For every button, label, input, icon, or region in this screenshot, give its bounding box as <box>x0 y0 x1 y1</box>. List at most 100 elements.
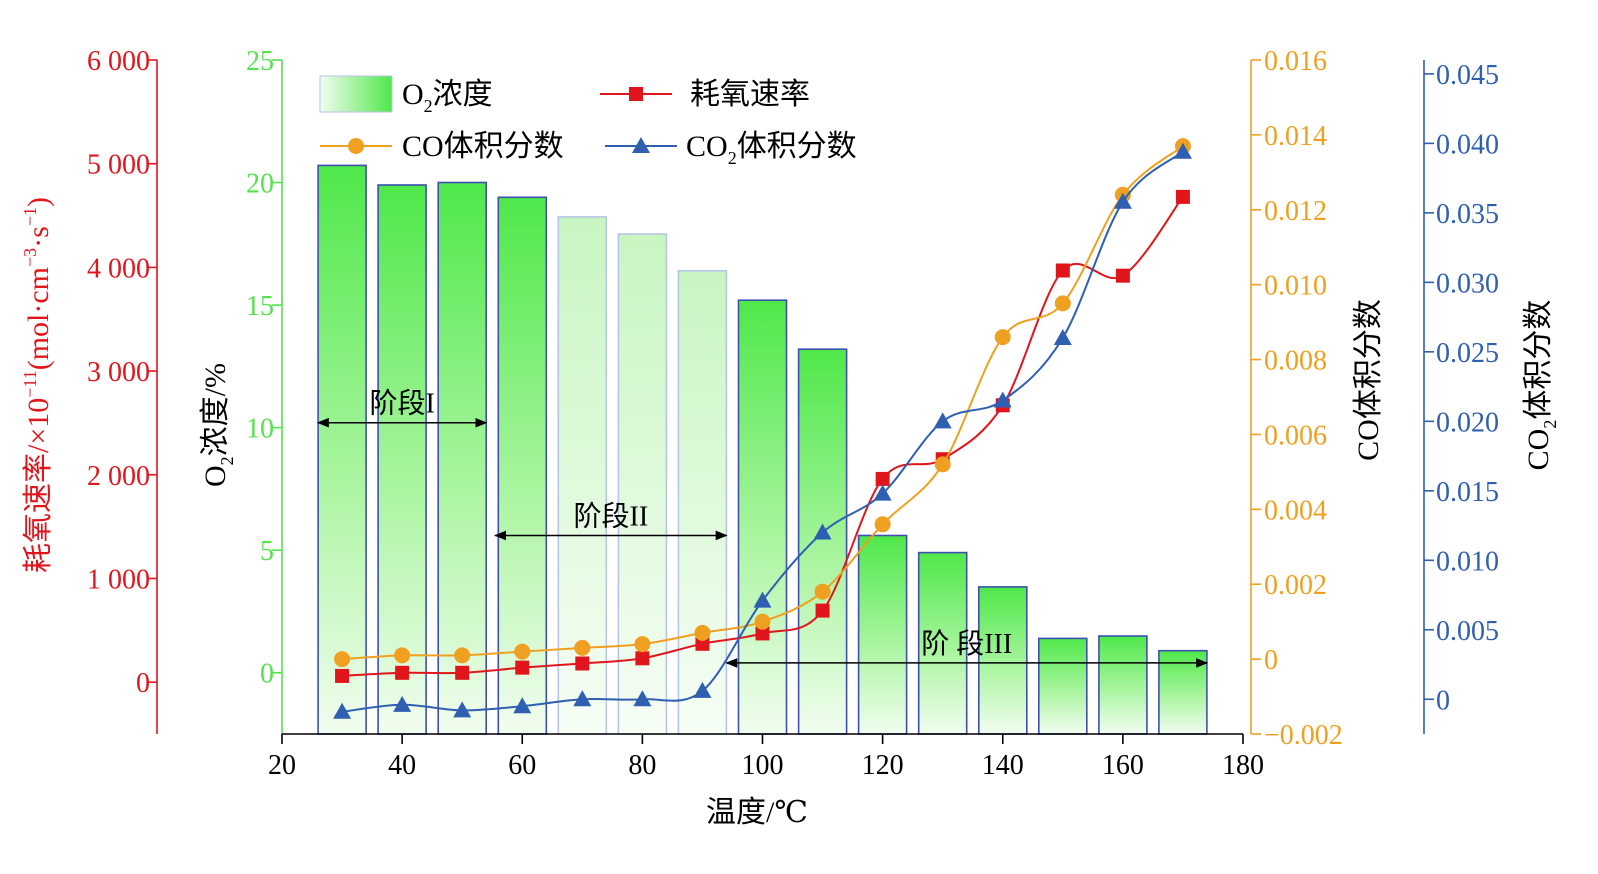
o2-axis-label: O2浓度/% <box>199 363 237 487</box>
tick-label: 1 000 <box>87 564 150 595</box>
tick-label: 3 000 <box>87 357 150 388</box>
rate-point <box>875 471 890 486</box>
legend-label-o2: O2浓度 <box>402 78 493 116</box>
tick-label: 0 <box>136 668 150 699</box>
co2-point <box>873 484 892 501</box>
tick-label: 60 <box>508 750 536 781</box>
co2-axis-label: CO2体积分数 <box>1522 300 1560 471</box>
stage-label: 阶 段III <box>921 628 1012 660</box>
co-axis-label: CO体积分数 <box>1352 299 1385 461</box>
tick-label: 160 <box>1102 750 1144 781</box>
o2-bar <box>317 164 367 735</box>
co2-point <box>1113 192 1132 209</box>
co2-point <box>1173 142 1192 159</box>
rate-point <box>1115 268 1130 283</box>
tick-label: 0.020 <box>1436 407 1499 438</box>
co-point <box>574 639 591 656</box>
tick-label: −0.002 <box>1264 720 1343 751</box>
tick-label: 180 <box>1222 750 1264 781</box>
tick-label: 140 <box>982 750 1024 781</box>
o2-bar <box>977 586 1028 735</box>
o2-bar <box>1038 637 1088 735</box>
o2-bar <box>677 269 728 735</box>
rate-axis-label: 耗氧速率/×10−11(mol·cm−3·s−1) <box>20 197 55 573</box>
tick-label: 5 <box>260 536 274 567</box>
o2-bar <box>737 299 788 735</box>
tick-label: 2 000 <box>87 461 150 492</box>
o2-bar <box>797 348 848 735</box>
legend-label-rate: 耗氧速率 <box>690 78 810 111</box>
rate-point <box>335 668 350 683</box>
tick-label: 0 <box>1436 685 1450 716</box>
tick-label: 0.025 <box>1436 338 1499 369</box>
tick-label: 120 <box>862 750 904 781</box>
o2-bar <box>377 184 427 735</box>
co2-point <box>753 591 772 608</box>
tick-label: 0.010 <box>1436 546 1499 577</box>
co-point <box>394 647 411 664</box>
tick-label: 20 <box>246 169 274 200</box>
tick-label: 5 000 <box>87 150 150 181</box>
rate-point <box>1175 189 1190 204</box>
tick-label: 0.004 <box>1264 495 1327 526</box>
tick-label: 0.035 <box>1436 199 1499 230</box>
stage-label: 阶段I <box>369 388 434 420</box>
co2-series <box>333 142 1192 719</box>
legend: O2浓度 耗氧速率 CO体积分数 CO2体积分数 <box>319 75 857 168</box>
stage-annotations: 阶段I 阶段II 阶 段III <box>316 388 1209 668</box>
tick-label: 0.014 <box>1264 121 1327 152</box>
tick-label: 0.040 <box>1436 129 1499 160</box>
co2-point <box>573 690 592 707</box>
co2-point <box>1053 328 1072 345</box>
co2-point <box>813 523 832 540</box>
o2-bar <box>1098 635 1148 735</box>
rate-point <box>695 636 710 651</box>
tick-label: 0.012 <box>1264 196 1327 227</box>
rate-point <box>575 656 590 671</box>
y-axis: 0 5 10 15 20 25 <box>246 46 283 734</box>
co-point <box>334 651 351 668</box>
co2-point <box>453 701 472 718</box>
o2-bar <box>497 196 548 735</box>
tick-label: 0 <box>260 659 274 690</box>
co-point <box>994 329 1011 346</box>
co-point <box>1054 295 1071 312</box>
legend-marker-rate <box>629 87 643 101</box>
tick-label: 80 <box>628 750 656 781</box>
tick-label: 0.005 <box>1436 616 1499 647</box>
tick-label: 0.010 <box>1264 271 1327 302</box>
rate-point <box>395 665 410 680</box>
tick-label: 15 <box>246 291 274 322</box>
x-axis: 20 40 60 80 100 120 140 160 180 温度/℃ <box>268 733 1264 829</box>
legend-swatch-o2 <box>319 75 393 113</box>
co-point <box>754 613 771 630</box>
o2-bar <box>557 216 608 735</box>
stage-label: 阶段II <box>574 500 649 532</box>
tick-label: 4 000 <box>87 253 150 284</box>
co2-point <box>333 702 352 719</box>
tick-label: 0 <box>1264 645 1278 676</box>
co2-point <box>993 391 1012 408</box>
rate-point <box>515 660 530 675</box>
tick-label: 0.016 <box>1264 46 1327 77</box>
co2-point <box>513 697 532 714</box>
co2-point <box>933 412 952 429</box>
o2-bars <box>317 164 1208 735</box>
tick-label: 0.045 <box>1436 60 1499 91</box>
legend-label-co: CO体积分数 <box>402 130 564 163</box>
y-axis: 0 1 000 2 000 3 000 4 000 5 000 6 000 <box>87 46 158 734</box>
tick-label: 0.008 <box>1264 346 1327 377</box>
legend-marker-co2 <box>632 137 650 153</box>
rate-point <box>635 651 650 666</box>
rate-point <box>455 665 470 680</box>
tick-label: 10 <box>246 414 274 445</box>
tick-label: 0.002 <box>1264 570 1327 601</box>
y-axis: −0.002 0 0.002 0.004 0.006 0.008 0.010 0.012 0.0… <box>1250 46 1343 751</box>
tick-label: 20 <box>268 750 296 781</box>
o2-bar <box>857 534 908 735</box>
tick-label: 0.015 <box>1436 477 1499 508</box>
co-point <box>814 583 831 600</box>
co2-point <box>693 681 712 698</box>
rate-point <box>815 603 830 618</box>
